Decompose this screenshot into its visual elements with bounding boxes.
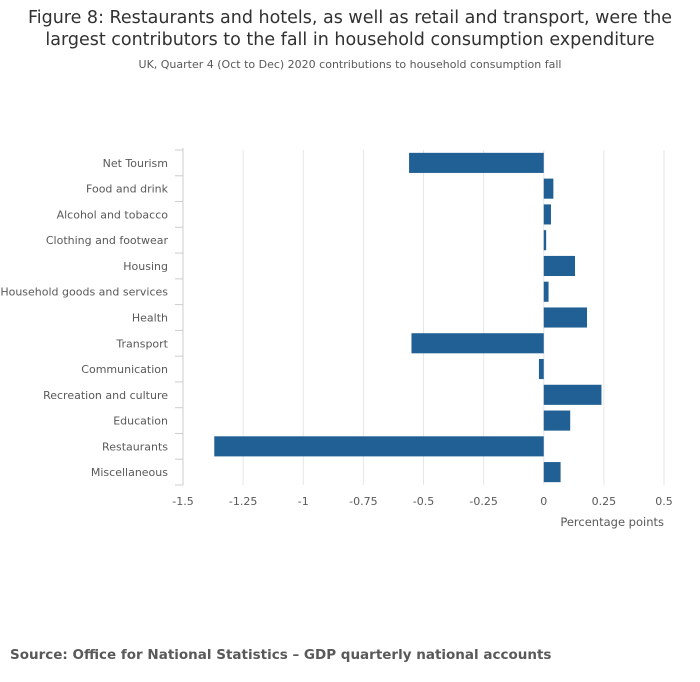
bar [543,307,588,328]
category-label: Education [113,415,168,428]
bar [409,152,544,173]
category-label: Household goods and services [0,286,168,299]
category-label: Alcohol and tobacco [57,208,169,221]
bar [543,255,576,277]
bar [543,462,561,483]
category-label: Net Tourism [103,157,168,170]
bar [538,358,544,380]
x-tick-label: -1.25 [229,495,257,508]
chart-title-line-1: Figure 8: Restaurants and hotels, as wel… [27,8,673,28]
bar [543,178,554,199]
x-tick-label: 0 [540,495,547,508]
bar [543,384,602,405]
category-label: Recreation and culture [43,389,168,402]
category-label: Restaurants [102,440,168,453]
category-label: Health [132,312,168,325]
category-label: Food and drink [86,183,169,196]
category-label: Housing [123,260,168,273]
category-label: Miscellaneous [91,466,168,479]
category-label: Transport [115,337,168,350]
bar [411,333,544,354]
x-tick-label: 0.5 [655,495,673,508]
x-tick-label: -1.5 [172,495,193,508]
x-tick-label: 0.25 [592,495,617,508]
category-label: Communication [81,363,168,376]
chart-title-line-2: largest contributors to the fall in hous… [45,30,655,50]
bar [543,410,571,431]
bar [214,436,544,457]
x-tick-label: -0.5 [413,495,434,508]
x-tick-label: -0.25 [469,495,497,508]
category-label: Clothing and footwear [46,234,169,247]
chart-subtitle: UK, Quarter 4 (Oct to Dec) 2020 contribu… [138,58,562,71]
x-tick-label: -0.75 [349,495,377,508]
bar [543,204,551,225]
bar [543,281,549,302]
bar [543,230,547,251]
source-note: Source: Office for National Statistics –… [10,647,552,663]
x-tick-label: -1 [298,495,309,508]
chart-title: Figure 8: Restaurants and hotels, as wel… [0,7,700,51]
x-axis-title: Percentage points [560,515,664,529]
